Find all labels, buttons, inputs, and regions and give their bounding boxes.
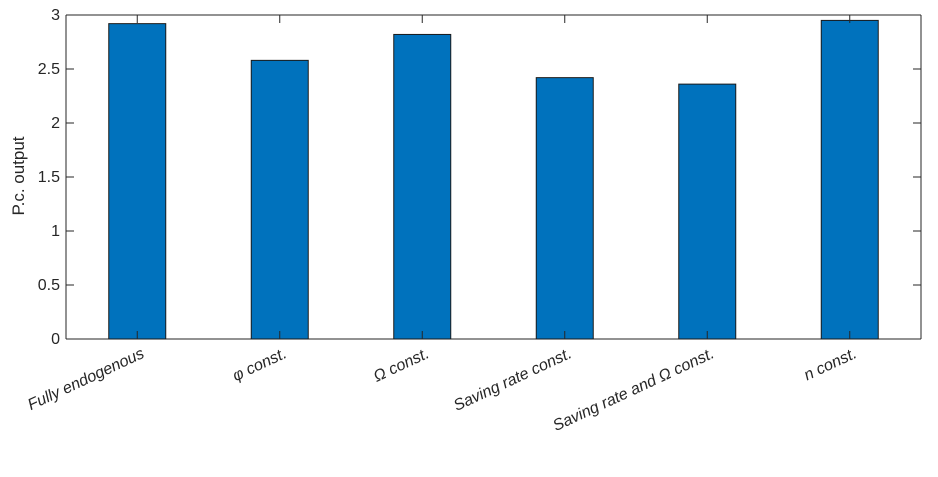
y-tick-label: 1.5 (38, 169, 60, 186)
y-axis-title: P.c. output (9, 136, 28, 215)
y-tick-label: 1 (51, 223, 60, 240)
bar (820, 19, 879, 340)
x-tick-label: Saving rate and Ω const. (550, 345, 717, 435)
x-tick-label: Ω const. (371, 345, 432, 385)
axes-frame (65, 14, 922, 340)
x-tick-label: φ const. (230, 345, 289, 385)
bar (535, 77, 594, 340)
y-tick-label: 0.5 (38, 277, 60, 294)
bar (250, 59, 309, 340)
y-tick-label: 2 (51, 115, 60, 132)
bars-group (108, 19, 879, 340)
y-tick-label: 2.5 (38, 61, 60, 78)
y-tick-label: 3 (51, 7, 60, 24)
y-tick-label: 0 (51, 331, 60, 348)
bar (108, 23, 167, 340)
bar (678, 83, 737, 340)
y-axis-ticks: 0 0.5 1 1.5 2 2.5 3 (38, 7, 921, 348)
x-tick-label: Fully endogenous (25, 345, 147, 414)
bar (393, 33, 452, 340)
x-tick-label: n const. (801, 345, 859, 384)
x-tick-label: Saving rate const. (451, 345, 574, 415)
